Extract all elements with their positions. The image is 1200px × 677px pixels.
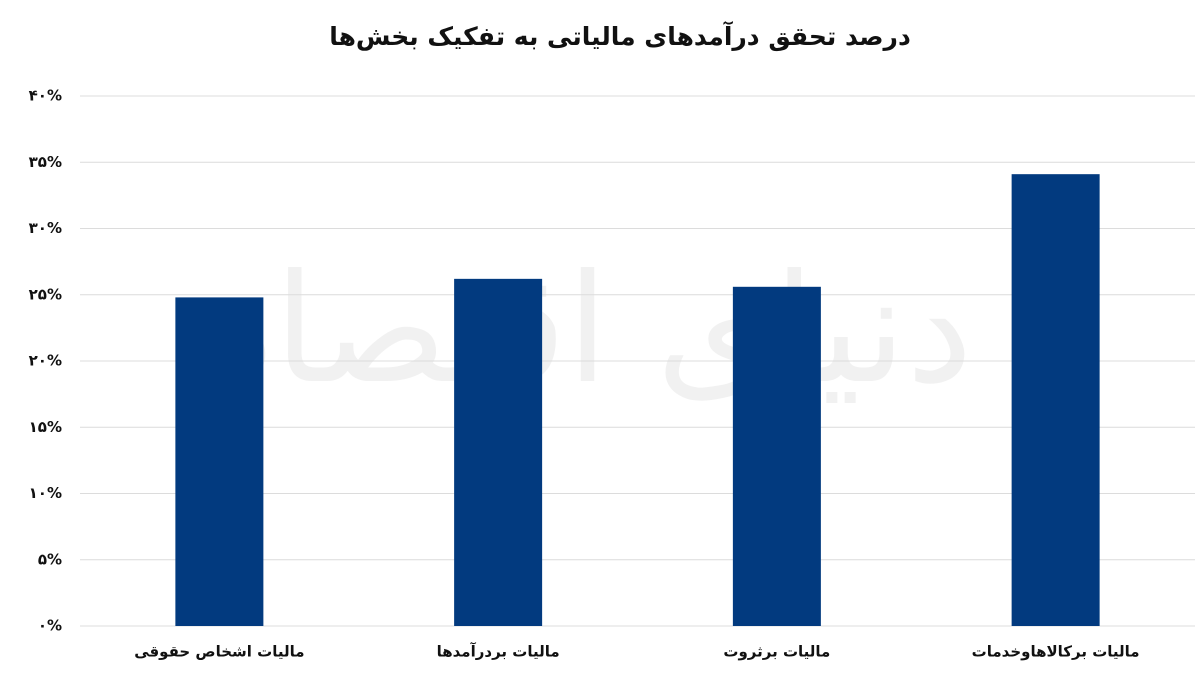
y-tick-label: ۰% [38, 617, 62, 635]
bar [175, 297, 264, 626]
bar [732, 286, 821, 626]
y-tick-label: ۱۰% [29, 484, 62, 502]
x-tick-label: مالیات برکالاهاوخدمات [972, 643, 1140, 661]
y-tick-label: ۲۰% [29, 352, 62, 370]
y-tick-label: ۳۰% [29, 219, 62, 237]
y-tick-label: ۴۰% [29, 87, 62, 105]
y-tick-label: ۵% [38, 550, 62, 568]
x-tick-label: مالیات اشخاص حقوقی [134, 643, 304, 661]
y-tick-label: ۲۵% [29, 285, 62, 303]
watermark: دنیای اقتصاد [207, 243, 973, 417]
bar [1011, 174, 1100, 627]
y-tick-label: ۱۵% [29, 418, 62, 436]
y-tick-label: ۳۵% [29, 153, 62, 171]
x-tick-label: مالیات برثروت [723, 643, 830, 661]
chart-title: درصد تحقق درآمدهای مالیاتی به تفکیک بخش‌… [329, 21, 911, 52]
bar [454, 278, 543, 626]
x-tick-label: مالیات بردرآمدها [437, 643, 560, 661]
